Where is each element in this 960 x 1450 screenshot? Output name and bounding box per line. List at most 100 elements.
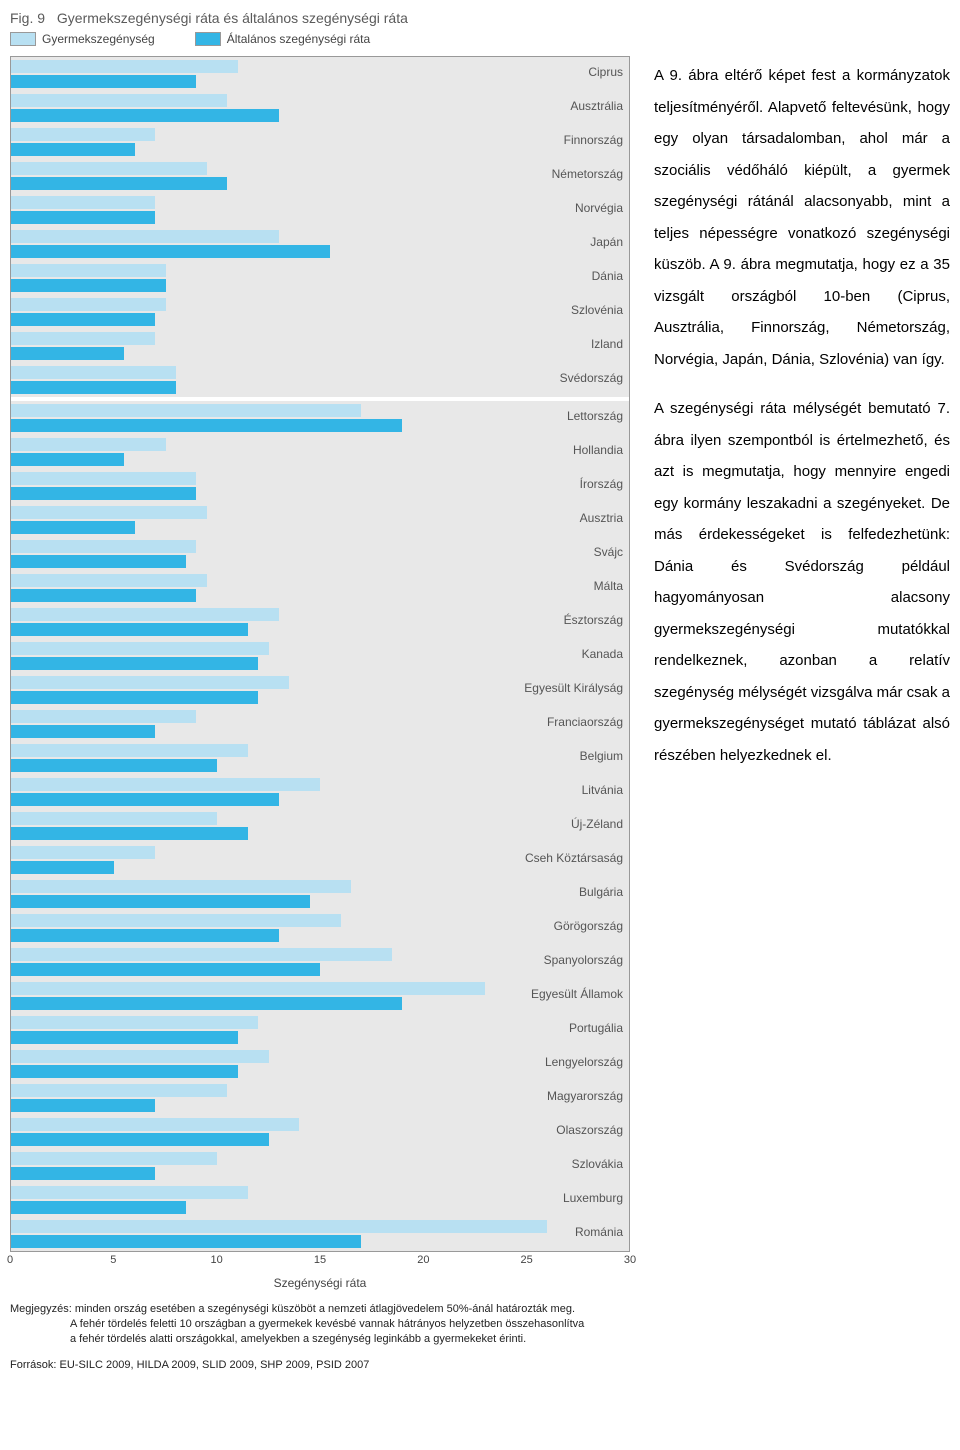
- country-label: Hollandia: [573, 443, 623, 457]
- bar-general: [11, 245, 330, 258]
- sources-text: EU-SILC 2009, HILDA 2009, SLID 2009, SHP…: [60, 1359, 370, 1371]
- legend: Gyermekszegénység Általános szegénységi …: [10, 32, 630, 46]
- chart-container: Ciprus Ausztrália FinnországNémetországNor…: [10, 56, 630, 1252]
- bar-child: [11, 880, 351, 893]
- legend-item-general: Általános szegénységi ráta: [195, 32, 370, 46]
- bar-general: [11, 75, 196, 88]
- bar-child: [11, 1186, 248, 1199]
- country-label: Izland: [591, 337, 623, 351]
- bar-child: [11, 404, 361, 417]
- chart-row: Japán: [11, 227, 629, 261]
- bar-child: [11, 540, 196, 553]
- bar-child: [11, 608, 279, 621]
- chart-row: Finnország: [11, 125, 629, 159]
- bar-general: [11, 453, 124, 466]
- bar-child: [11, 676, 289, 689]
- chart-row: Magyarország: [11, 1081, 629, 1115]
- bar-general: [11, 1099, 155, 1112]
- bar-child: [11, 128, 155, 141]
- country-label: Lettország: [567, 409, 623, 423]
- country-label: Ciprus: [588, 65, 623, 79]
- figure-sources: Források: EU-SILC 2009, HILDA 2009, SLID…: [10, 1359, 630, 1371]
- chart-row: Ciprus: [11, 57, 629, 91]
- bar-child: [11, 264, 166, 277]
- x-tick: 0: [7, 1254, 13, 1266]
- country-label: Spanyolország: [544, 953, 623, 967]
- body-text-column: A 9. ábra eltérő képet fest a kormányzat…: [654, 10, 950, 1371]
- x-tick: 10: [211, 1254, 223, 1266]
- bar-child: [11, 1118, 299, 1131]
- bar-child: [11, 812, 217, 825]
- bar-child: [11, 846, 155, 859]
- chart-row: Görögország: [11, 911, 629, 945]
- chart-row: Portugália: [11, 1013, 629, 1047]
- bar-general: [11, 555, 186, 568]
- bar-child: [11, 366, 176, 379]
- country-label: Litvánia: [582, 783, 623, 797]
- bar-general: [11, 793, 279, 806]
- country-label: Egyesült Államok: [531, 987, 623, 1001]
- bar-general: [11, 487, 196, 500]
- notes-label: Megjegyzés:: [10, 1303, 72, 1315]
- chart-row: Spanyolország: [11, 945, 629, 979]
- bar-general: [11, 895, 310, 908]
- country-label: Ausztria: [580, 511, 623, 525]
- chart-row: Bulgária: [11, 877, 629, 911]
- country-label: Luxemburg: [563, 1191, 623, 1205]
- bar-general: [11, 347, 124, 360]
- chart-row: Ausztrália: [11, 91, 629, 125]
- chart-row: Új-Zéland: [11, 809, 629, 843]
- chart-row: Szlovákia: [11, 1149, 629, 1183]
- country-label: Olaszország: [556, 1123, 623, 1137]
- country-label: Svédország: [560, 371, 623, 385]
- figure-number: Fig. 9: [10, 10, 45, 26]
- page: Fig. 9 Gyermekszegénységi ráta és általá…: [10, 10, 950, 1371]
- chart-row: Izland: [11, 329, 629, 363]
- legend-label-child: Gyermekszegénység: [42, 32, 155, 46]
- figure-title: Fig. 9 Gyermekszegénységi ráta és általá…: [10, 10, 630, 26]
- chart-row: Kanada: [11, 639, 629, 673]
- country-label: Belgium: [580, 749, 623, 763]
- country-label: Japán: [590, 235, 623, 249]
- bar-general: [11, 313, 155, 326]
- chart-row: Hollandia: [11, 435, 629, 469]
- bar-general: [11, 589, 196, 602]
- country-label: Egyesült Királyság: [524, 681, 623, 695]
- bar-general: [11, 211, 155, 224]
- chart-row: Norvégia: [11, 193, 629, 227]
- bar-general: [11, 177, 227, 190]
- bar-general: [11, 1167, 155, 1180]
- note-line-1: A fehér tördelés feletti 10 országban a …: [10, 1317, 630, 1332]
- bar-general: [11, 725, 155, 738]
- bar-child: [11, 506, 207, 519]
- paragraph-1: A 9. ábra eltérő képet fest a kormányzat…: [654, 60, 950, 375]
- country-label: Bulgária: [579, 885, 623, 899]
- chart-row: Litvánia: [11, 775, 629, 809]
- bar-general: [11, 1031, 238, 1044]
- chart-row: Írország: [11, 469, 629, 503]
- bar-general: [11, 929, 279, 942]
- country-label: Portugália: [569, 1021, 623, 1035]
- bar-child: [11, 574, 207, 587]
- figure-notes: Megjegyzés: minden ország esetében a sze…: [10, 1302, 630, 1347]
- country-label: Szlovénia: [571, 303, 623, 317]
- chart-row: Lengyelország: [11, 1047, 629, 1081]
- country-label: Ausztrália: [570, 99, 623, 113]
- country-label: Cseh Köztársaság: [525, 851, 623, 865]
- chart-row: Egyesült Királyság: [11, 673, 629, 707]
- bar-child: [11, 982, 485, 995]
- bar-general: [11, 997, 402, 1010]
- country-label: Írország: [580, 477, 623, 491]
- country-label: Románia: [575, 1225, 623, 1239]
- country-label: Kanada: [582, 647, 623, 661]
- bar-child: [11, 94, 227, 107]
- bar-general: [11, 521, 135, 534]
- x-tick: 25: [521, 1254, 533, 1266]
- bar-child: [11, 196, 155, 209]
- bar-general: [11, 1201, 186, 1214]
- country-label: Szlovákia: [572, 1157, 623, 1171]
- bar-child: [11, 1220, 547, 1233]
- chart-row: Olaszország: [11, 1115, 629, 1149]
- bar-general: [11, 419, 402, 432]
- chart-row: Németország: [11, 159, 629, 193]
